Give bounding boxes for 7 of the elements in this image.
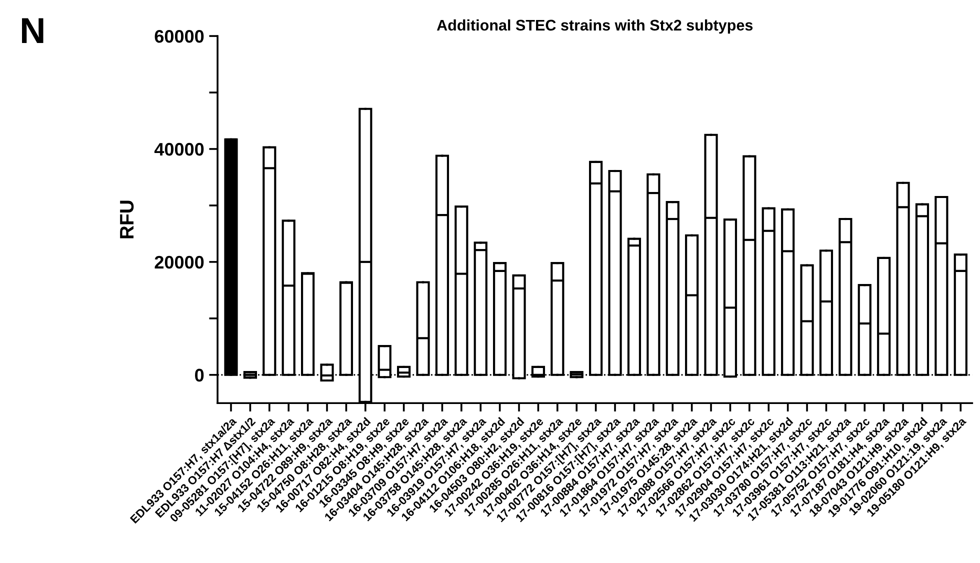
y-axis-title: RFU	[120, 200, 134, 238]
y-tick-label: 0	[195, 368, 204, 382]
y-tick-label: 20000	[154, 256, 204, 269]
y-tick-label: 60000	[154, 30, 204, 43]
chart-title: Additional STEC strains with Stx2 subtypes	[436, 19, 753, 34]
text: N	[22, 18, 44, 44]
y-tick-label: 40000	[154, 142, 204, 156]
